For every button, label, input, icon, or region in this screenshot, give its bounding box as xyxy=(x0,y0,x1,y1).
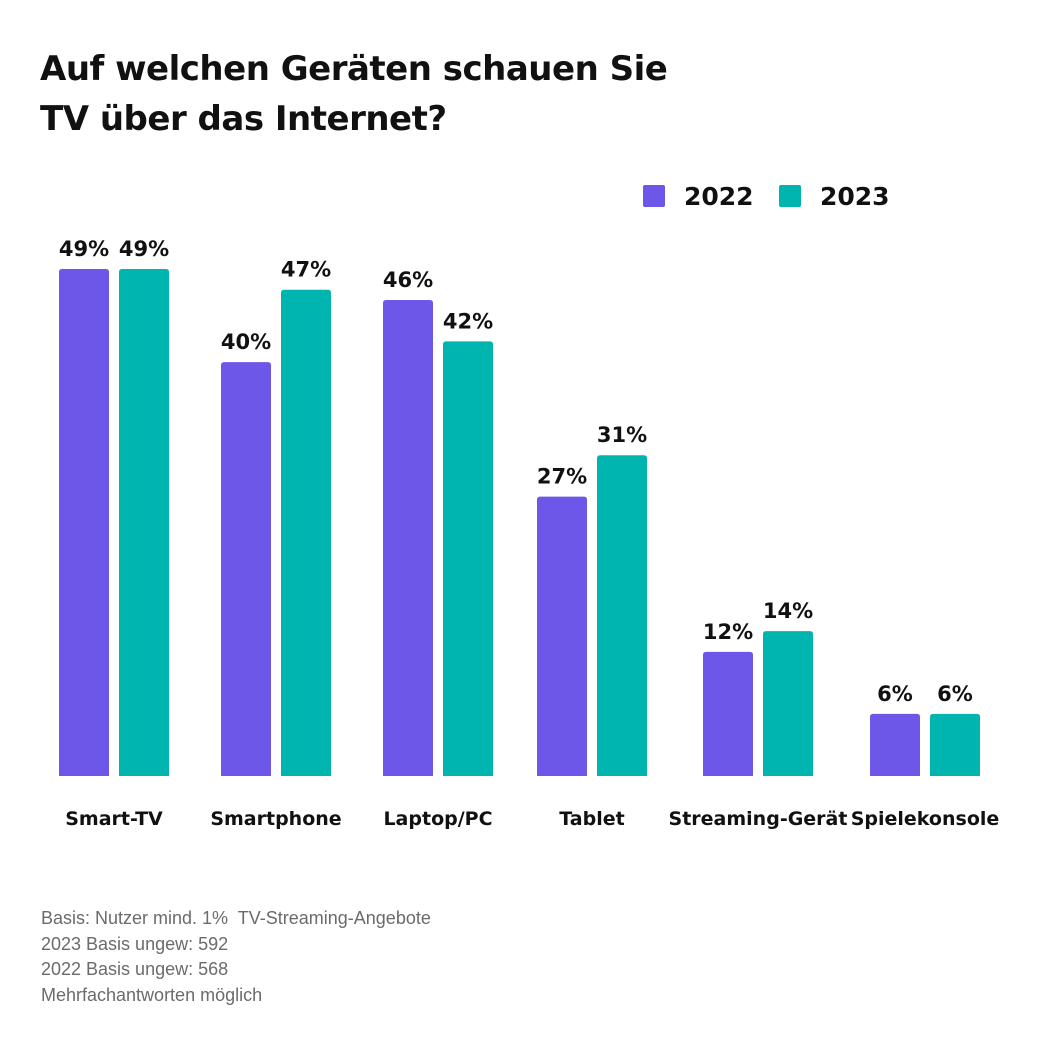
footnote: Basis: Nutzer mind. 1% TV-Streaming-Ange… xyxy=(41,906,641,1008)
footnote-line-multiple-answers: Mehrfachantworten möglich xyxy=(41,984,263,1005)
legend-swatch-2023 xyxy=(779,185,801,207)
value-label-smart-tv-2023: 49% xyxy=(119,237,169,261)
legend-label-2022: 2022 xyxy=(684,182,754,211)
bar-streaming-geraet-2022 xyxy=(703,651,753,776)
bar-smartphone-2022 xyxy=(221,362,271,776)
category-label-spielekonsole: Spielekonsole xyxy=(851,808,1000,830)
value-label-spielekonsole-2023: 6% xyxy=(937,682,973,706)
legend: 2022 2023 xyxy=(643,182,890,211)
bar-smartphone-2023 xyxy=(281,289,331,776)
footnote-line-basis: Basis: Nutzer mind. 1% TV-Streaming-Ange… xyxy=(41,908,431,928)
category-label-smartphone: Smartphone xyxy=(210,808,341,830)
bar-laptop-pc-2023 xyxy=(443,341,493,776)
value-label-smart-tv-2022: 49% xyxy=(59,237,109,261)
bar-tablet-2023 xyxy=(597,455,647,776)
category-label-tablet: Tablet xyxy=(559,808,624,830)
bar-streaming-geraet-2023 xyxy=(763,631,813,776)
footnote-line-2022: 2022 Basis ungew: 568 xyxy=(41,959,229,979)
chart-title-line-2: TV über das Internet? xyxy=(40,99,447,139)
legend-label-2023: 2023 xyxy=(820,182,890,211)
value-label-tablet-2023: 31% xyxy=(597,423,647,447)
value-label-laptop-pc-2022: 46% xyxy=(383,268,433,292)
value-label-tablet-2022: 27% xyxy=(537,465,587,489)
bar-spielekonsole-2023 xyxy=(930,713,980,776)
footnote-line-2023: 2023 Basis ungew: 592 xyxy=(41,933,229,954)
value-label-smartphone-2022: 40% xyxy=(221,330,271,354)
legend-swatch-2022 xyxy=(643,185,665,207)
value-label-spielekonsole-2022: 6% xyxy=(877,682,913,706)
chart-title-line-1: Auf welchen Geräten schauen Sie xyxy=(40,49,668,89)
value-label-streaming-geraet-2022: 12% xyxy=(703,620,753,644)
category-label-smart-tv: Smart-TV xyxy=(65,808,163,830)
category-label-streaming-geraet: Streaming-Gerät xyxy=(669,808,848,830)
bar-smart-tv-2023 xyxy=(119,269,169,776)
value-labels: 49% 49% 40% 47% 46% 42% 27% 31% 12% 14% 6% 6% xyxy=(59,237,973,706)
value-label-smartphone-2023: 47% xyxy=(281,258,331,282)
bar-smart-tv-2022 xyxy=(59,269,109,776)
value-label-laptop-pc-2023: 42% xyxy=(443,309,493,333)
bar-spielekonsole-2022 xyxy=(870,713,920,776)
chart-title: Auf welchen Geräten schauen Sie TV über … xyxy=(40,44,800,144)
bar-laptop-pc-2022 xyxy=(383,300,433,776)
bars xyxy=(59,269,980,776)
value-label-streaming-geraet-2023: 14% xyxy=(763,599,813,623)
category-labels: Smart-TV Smartphone Laptop/PC Tablet Streami… xyxy=(65,808,999,830)
bar-tablet-2022 xyxy=(537,496,587,776)
category-label-laptop-pc: Laptop/PC xyxy=(383,808,492,830)
